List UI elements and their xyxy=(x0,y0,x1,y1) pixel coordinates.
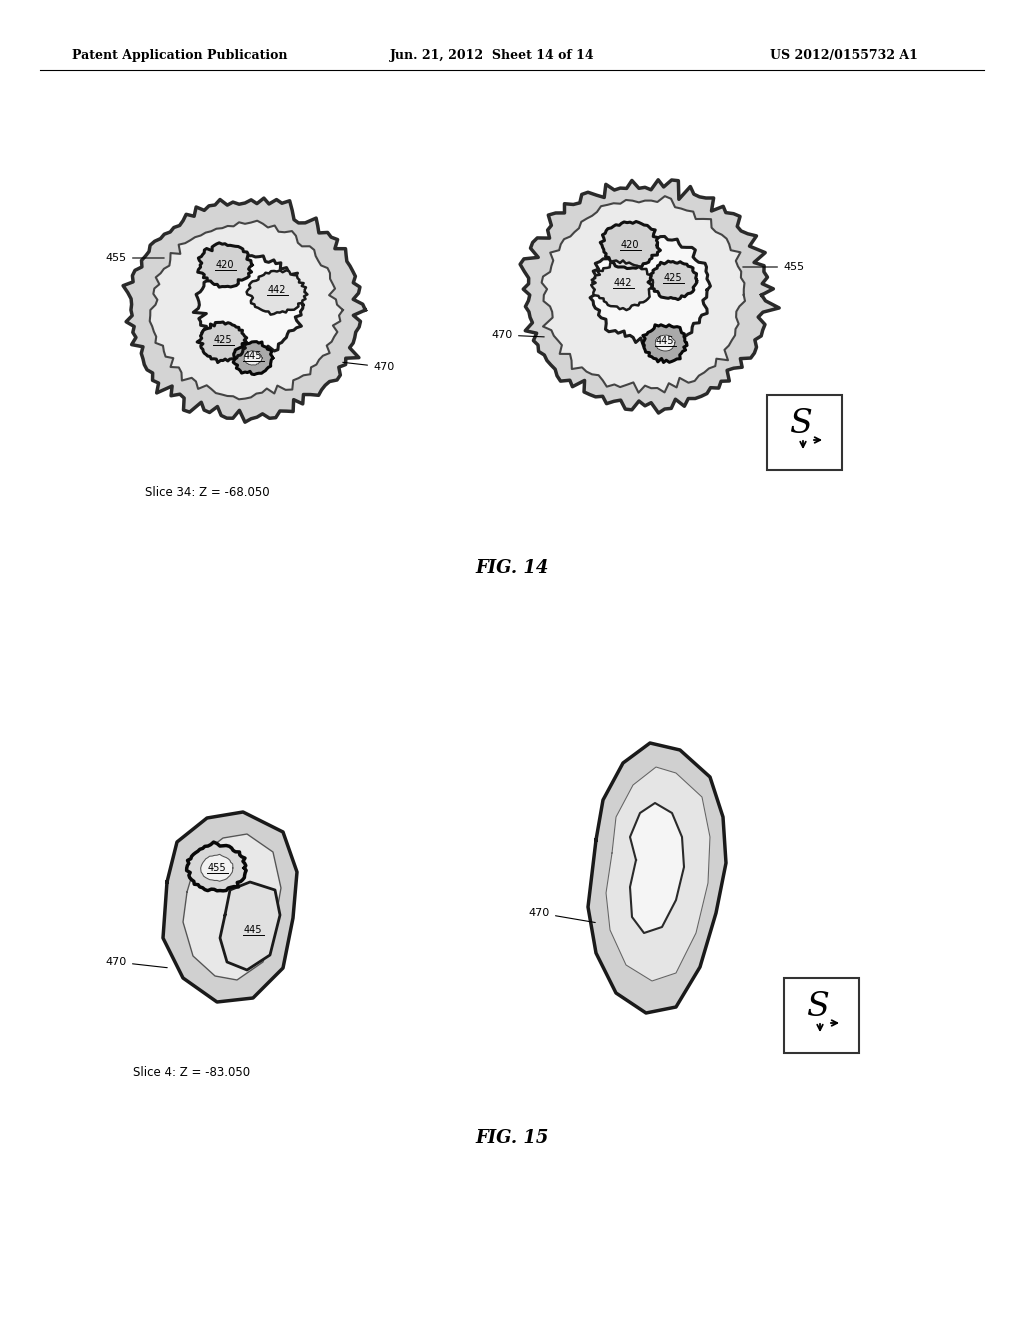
Polygon shape xyxy=(198,322,247,363)
Text: 470: 470 xyxy=(343,362,394,372)
Bar xyxy=(767,395,842,470)
Polygon shape xyxy=(600,222,660,268)
Polygon shape xyxy=(247,271,307,314)
Text: 445: 445 xyxy=(244,351,262,360)
Text: 425: 425 xyxy=(214,335,232,345)
Text: 455: 455 xyxy=(105,253,164,263)
Polygon shape xyxy=(194,256,303,355)
Text: FIG. 14: FIG. 14 xyxy=(475,558,549,577)
Text: S: S xyxy=(806,991,828,1023)
Text: Slice 34: Z = -68.050: Slice 34: Z = -68.050 xyxy=(145,486,269,499)
Text: Jun. 21, 2012  Sheet 14 of 14: Jun. 21, 2012 Sheet 14 of 14 xyxy=(390,49,595,62)
Text: FIG. 15: FIG. 15 xyxy=(475,1129,549,1147)
Polygon shape xyxy=(591,260,653,310)
Polygon shape xyxy=(186,842,246,891)
Polygon shape xyxy=(606,767,710,981)
Polygon shape xyxy=(123,198,366,422)
Polygon shape xyxy=(163,812,297,1002)
Bar xyxy=(784,978,859,1053)
Polygon shape xyxy=(150,220,343,399)
Polygon shape xyxy=(183,834,281,979)
Polygon shape xyxy=(655,335,675,351)
Polygon shape xyxy=(244,351,262,366)
Text: 470: 470 xyxy=(105,957,167,968)
Polygon shape xyxy=(590,236,711,346)
Polygon shape xyxy=(520,180,779,413)
Text: Patent Application Publication: Patent Application Publication xyxy=(72,49,288,62)
Text: US 2012/0155732 A1: US 2012/0155732 A1 xyxy=(770,49,918,62)
Polygon shape xyxy=(630,803,684,933)
Polygon shape xyxy=(201,854,232,882)
Text: Slice 4: Z = -83.050: Slice 4: Z = -83.050 xyxy=(133,1065,250,1078)
Text: 470: 470 xyxy=(492,330,544,341)
Text: 455: 455 xyxy=(208,863,226,873)
Polygon shape xyxy=(648,261,697,300)
Polygon shape xyxy=(542,197,745,392)
Polygon shape xyxy=(220,882,280,970)
Text: 455: 455 xyxy=(742,261,804,272)
Polygon shape xyxy=(198,243,252,288)
Polygon shape xyxy=(643,325,687,363)
Text: 425: 425 xyxy=(664,273,682,282)
Polygon shape xyxy=(233,342,272,375)
Text: 470: 470 xyxy=(528,908,595,923)
Text: 442: 442 xyxy=(267,285,287,294)
Text: 420: 420 xyxy=(621,240,639,249)
Polygon shape xyxy=(588,743,726,1012)
Text: S: S xyxy=(788,408,811,440)
Text: 445: 445 xyxy=(655,337,674,346)
Text: 445: 445 xyxy=(244,925,262,935)
Text: 442: 442 xyxy=(613,279,632,288)
Text: 420: 420 xyxy=(216,260,234,271)
